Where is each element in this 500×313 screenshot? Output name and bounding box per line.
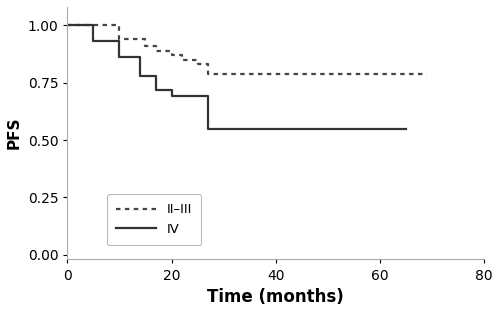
Y-axis label: PFS: PFS: [7, 117, 22, 150]
X-axis label: Time (months): Time (months): [208, 288, 344, 306]
Legend: II–III, IV: II–III, IV: [107, 194, 201, 245]
